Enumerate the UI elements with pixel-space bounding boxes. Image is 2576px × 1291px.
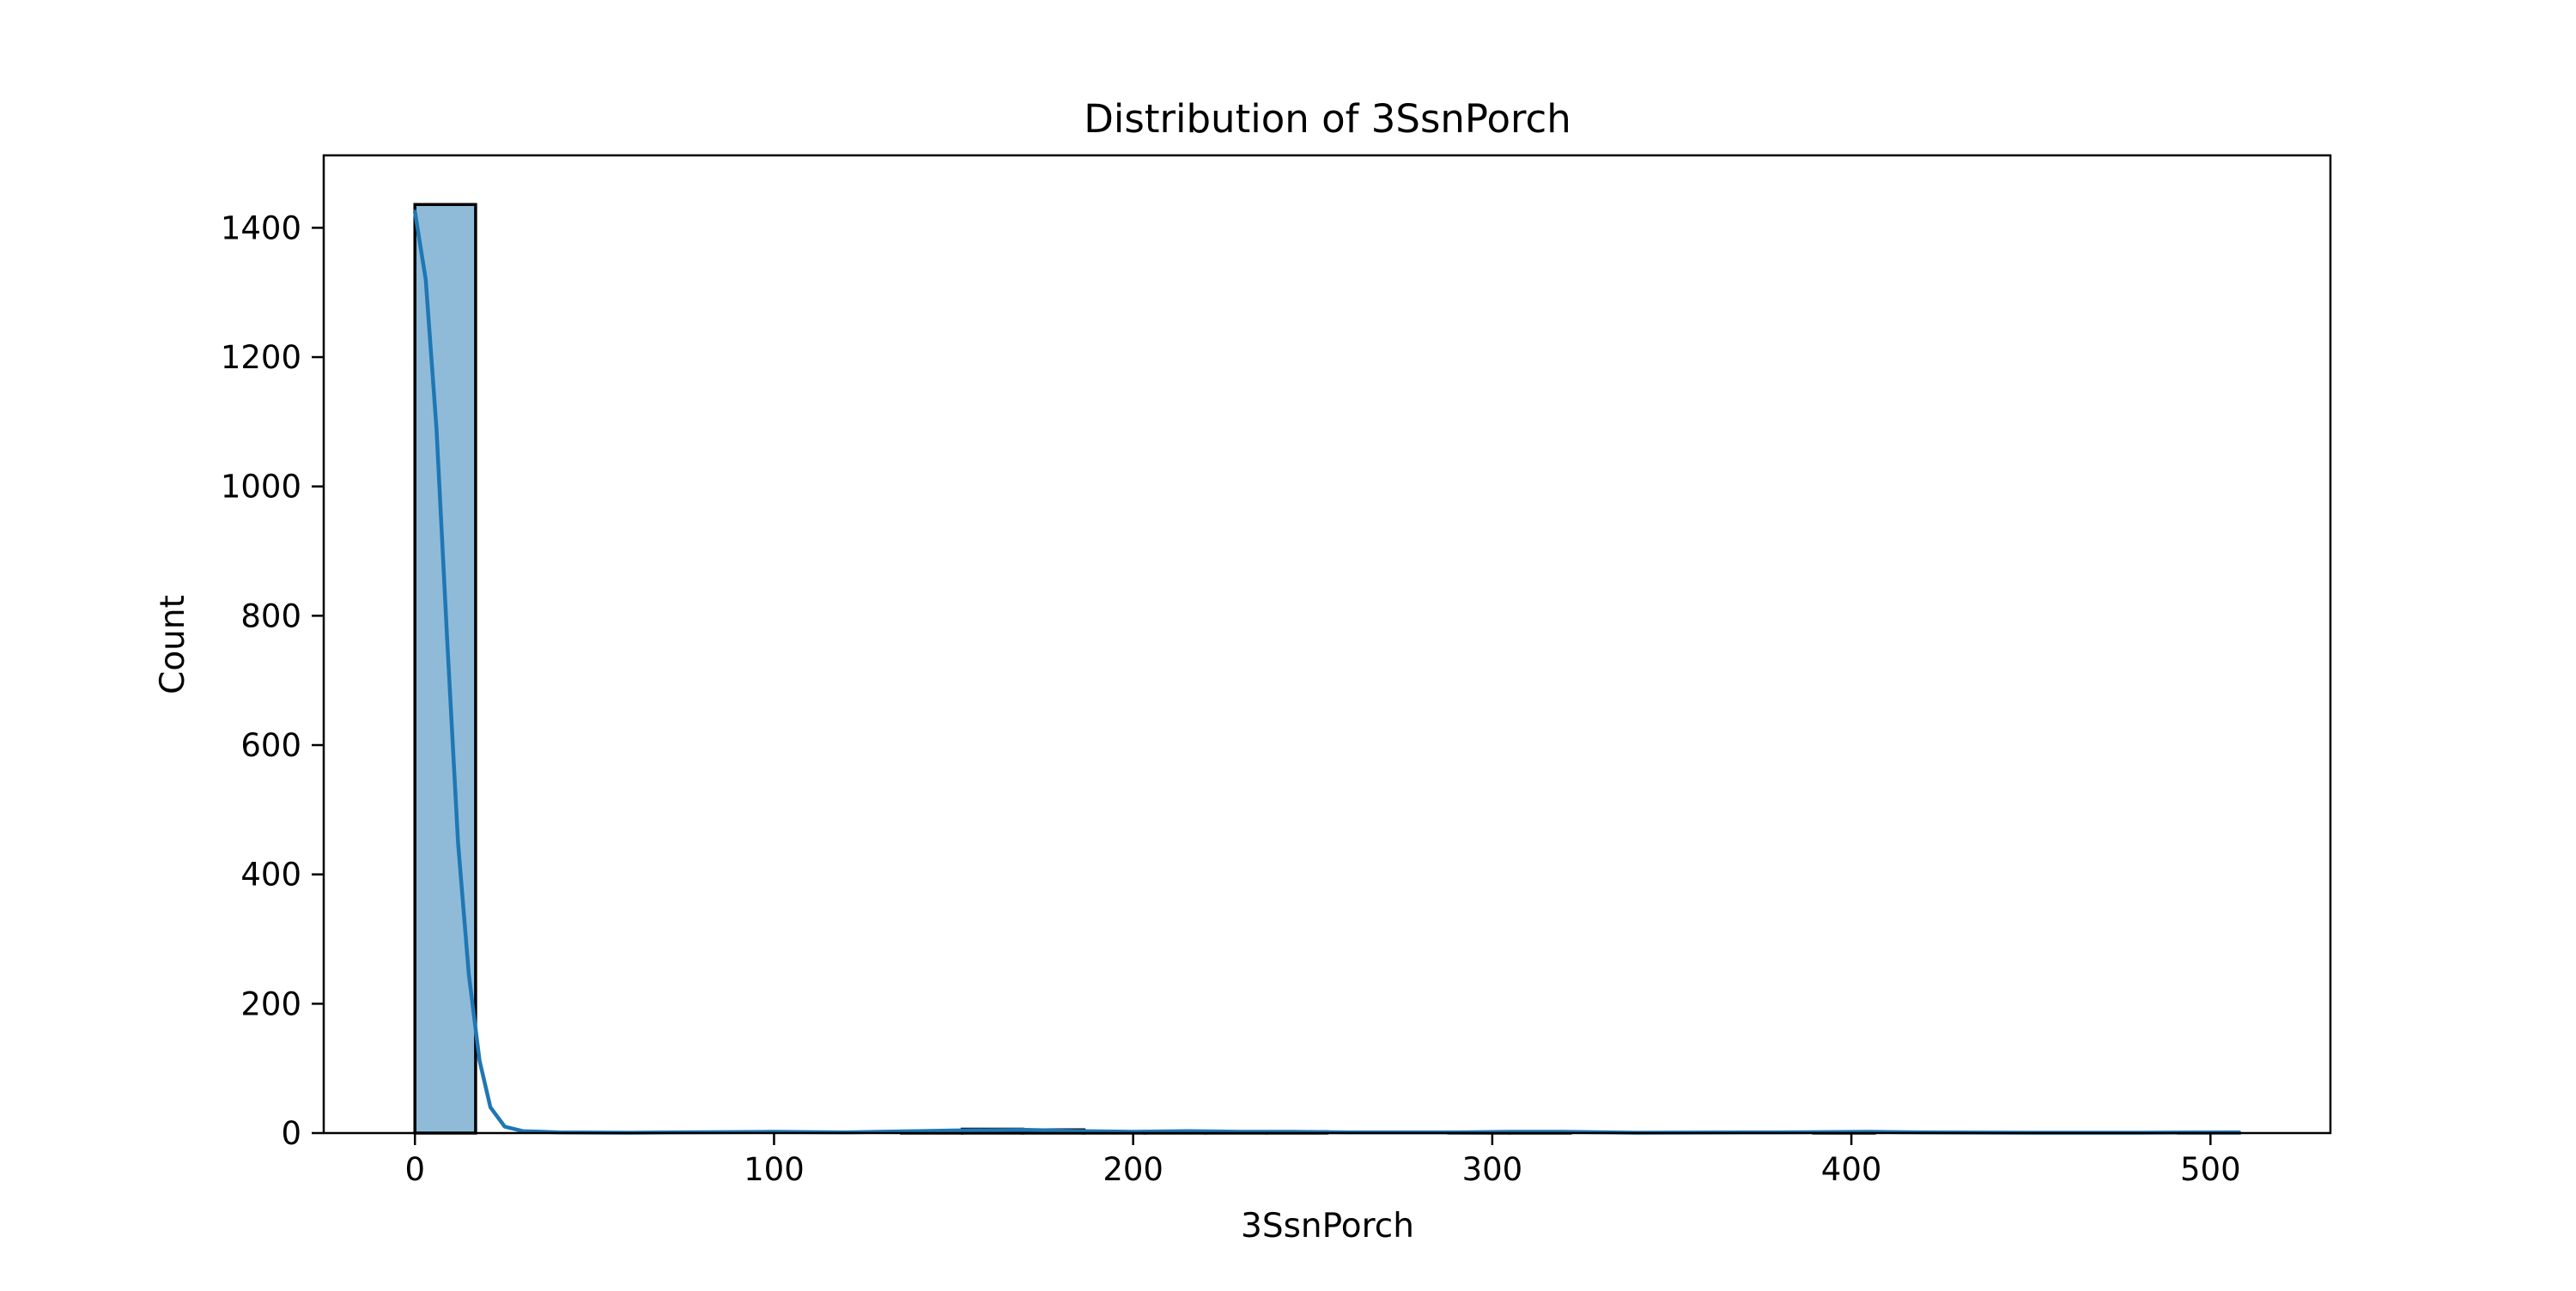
x-axis: 0 100 200 300 400 500 xyxy=(404,1133,2241,1188)
x-tick-label-0: 0 xyxy=(404,1151,425,1188)
y-axis: 0 200 400 600 800 1000 1200 1400 xyxy=(221,209,324,1152)
y-tick-label-200: 200 xyxy=(240,985,301,1022)
x-tick-label-300: 300 xyxy=(1462,1151,1523,1188)
x-tick-label-400: 400 xyxy=(1821,1151,1882,1188)
histogram-bar-0 xyxy=(413,203,477,1135)
y-tick-label-600: 600 xyxy=(240,727,301,764)
y-tick-label-1000: 1000 xyxy=(221,469,301,506)
x-tick-label-100: 100 xyxy=(744,1151,805,1188)
y-tick-label-0: 0 xyxy=(281,1115,301,1152)
x-tick-label-200: 200 xyxy=(1103,1151,1163,1188)
kde-layer xyxy=(412,209,2242,1135)
y-tick-label-400: 400 xyxy=(240,857,301,894)
y-tick-label-1200: 1200 xyxy=(221,339,301,376)
y-tick-label-1400: 1400 xyxy=(221,209,301,246)
chart-title: Distribution of 3SsnPorch xyxy=(1084,96,1571,142)
y-axis-label: Count xyxy=(154,595,192,694)
bars-layer xyxy=(413,203,2241,1135)
kde-curve-line xyxy=(412,209,2242,1135)
x-axis-label: 3SsnPorch xyxy=(1241,1207,1414,1246)
y-tick-label-800: 800 xyxy=(240,597,301,634)
x-tick-label-500: 500 xyxy=(2180,1151,2241,1188)
plot-frame xyxy=(322,154,2332,1135)
